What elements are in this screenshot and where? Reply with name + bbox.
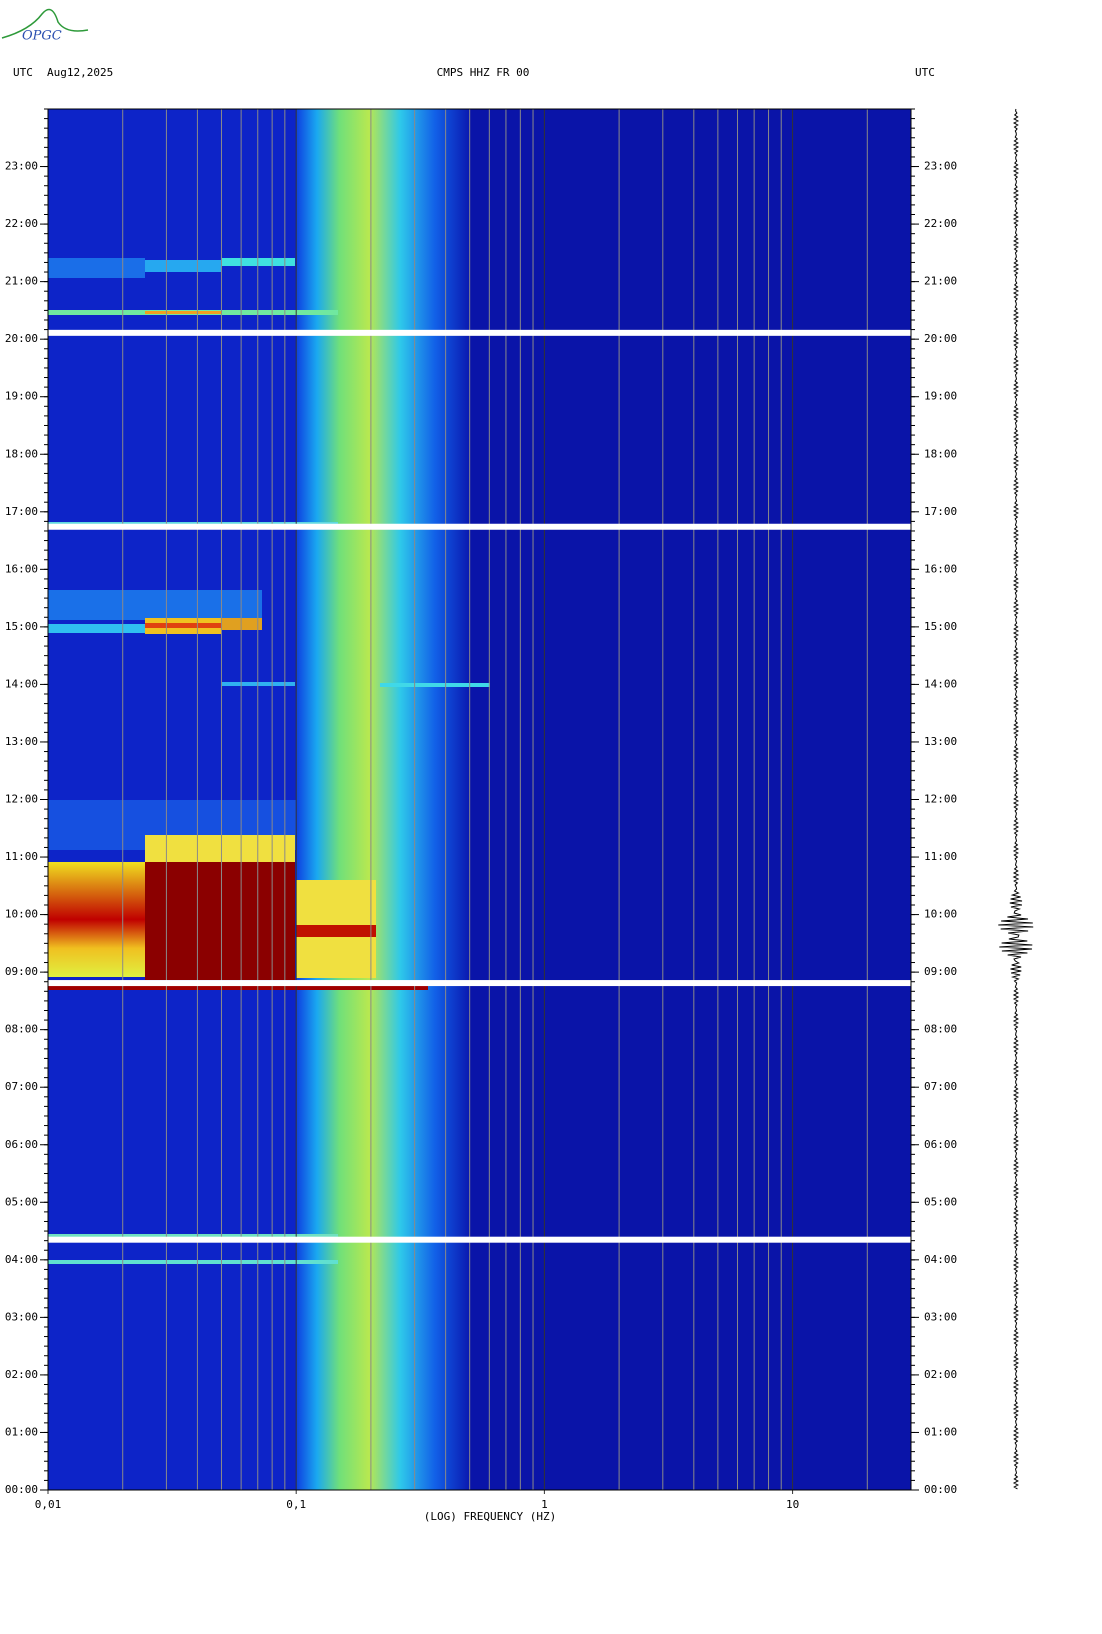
event-energy	[48, 1260, 338, 1264]
y-tick-label: 08:00	[5, 1023, 38, 1036]
y-tick-label: 09:00	[5, 965, 38, 978]
event-energy	[48, 590, 262, 620]
x-tick-label: 10	[786, 1498, 799, 1511]
y-tick-label: 20:00	[5, 332, 38, 345]
y-tick-label: 14:00	[5, 677, 38, 690]
event-energy	[380, 683, 490, 687]
y-tick-label: 13:00	[5, 735, 38, 748]
time-zone-right: UTC	[915, 66, 935, 79]
seismogram-trace	[998, 108, 1034, 1490]
y-tick-label: 06:00	[5, 1138, 38, 1151]
y-tick-label: 22:00	[5, 217, 38, 230]
chart-title: CMPS HHZ FR 00	[437, 66, 530, 79]
y-tick-label-right: 02:00	[924, 1368, 957, 1381]
y-tick-label-right: 20:00	[924, 332, 957, 345]
y-tick-label-right: 10:00	[924, 908, 957, 921]
date: Aug12,2025	[47, 66, 113, 79]
x-tick-label: 1	[541, 1498, 548, 1511]
x-tick-label: 0,1	[286, 1498, 306, 1511]
logo-mark	[1, 8, 89, 39]
event-energy	[145, 311, 221, 314]
y-tick-label: 03:00	[5, 1310, 38, 1323]
event-energy	[48, 985, 428, 990]
microseism-band	[296, 109, 470, 1490]
y-tick-label: 05:00	[5, 1195, 38, 1208]
axes: 0,01 0,1 1 10 00:00 00:00 01:00 01:00 02:00 02:00…	[5, 108, 957, 1511]
spectrogram-image	[48, 109, 911, 1490]
event-energy	[48, 624, 145, 633]
y-tick-label-right: 15:00	[924, 620, 957, 633]
y-tick-label-right: 01:00	[924, 1425, 957, 1438]
y-tick-label: 02:00	[5, 1368, 38, 1381]
event-energy	[48, 258, 145, 278]
y-tick-label: 07:00	[5, 1080, 38, 1093]
y-tick-label-right: 03:00	[924, 1310, 957, 1323]
y-tick-label: 19:00	[5, 390, 38, 403]
y-tick-label: 00:00	[5, 1483, 38, 1496]
y-tick-label: 18:00	[5, 447, 38, 460]
y-tick-label-right: 12:00	[924, 793, 957, 806]
y-tick-label: 10:00	[5, 908, 38, 921]
event-energy	[48, 1234, 338, 1238]
y-tick-label-right: 17:00	[924, 505, 957, 518]
event-energy	[145, 835, 295, 865]
logo-text: OPGC	[22, 29, 62, 44]
gaps	[48, 329, 911, 1243]
y-tick-label-right: 06:00	[924, 1138, 957, 1151]
y-tick-label: 17:00	[5, 505, 38, 518]
y-tick-label-right: 19:00	[924, 390, 957, 403]
logo: OPGC	[1, 8, 89, 44]
data-gap	[48, 523, 911, 530]
y-tick-label-right: 16:00	[924, 562, 957, 575]
event-energy	[145, 862, 295, 980]
y-tick-label-right: 13:00	[924, 735, 957, 748]
event-energy	[48, 522, 338, 525]
x-tick-label: 0,01	[35, 1498, 62, 1511]
y-tick-label-right: 14:00	[924, 677, 957, 690]
y-tick-label-right: 04:00	[924, 1253, 957, 1266]
y-tick-label: 21:00	[5, 275, 38, 288]
x-axis-label: (LOG) FREQUENCY (HZ)	[424, 1510, 556, 1523]
y-tick-label: 01:00	[5, 1425, 38, 1438]
y-tick-label: 11:00	[5, 850, 38, 863]
y-tick-label-right: 09:00	[924, 965, 957, 978]
event-energy	[296, 925, 376, 937]
low-frequency-energy	[48, 109, 296, 1490]
y-tick-label-right: 23:00	[924, 160, 957, 173]
grid	[47, 109, 868, 1494]
y-tick-label-right: 00:00	[924, 1483, 957, 1496]
y-tick-label-right: 22:00	[924, 217, 957, 230]
y-tick-label-right: 05:00	[924, 1195, 957, 1208]
data-gap	[48, 329, 911, 336]
y-tick-label-right: 08:00	[924, 1023, 957, 1036]
y-tick-label-right: 21:00	[924, 275, 957, 288]
y-tick-label: 16:00	[5, 562, 38, 575]
y-tick-label-right: 07:00	[924, 1080, 957, 1093]
event-energy	[145, 260, 221, 272]
y-tick-label: 23:00	[5, 160, 38, 173]
event-energy	[145, 623, 221, 628]
y-tick-label-right: 18:00	[924, 447, 957, 460]
y-tick-label: 04:00	[5, 1253, 38, 1266]
y-tick-label: 12:00	[5, 793, 38, 806]
time-zone-left: UTC	[13, 66, 33, 79]
event-energy	[48, 862, 145, 977]
data-gap	[48, 980, 911, 987]
y-tick-label: 15:00	[5, 620, 38, 633]
y-tick-label-right: 11:00	[924, 850, 957, 863]
data-gap	[48, 1236, 911, 1243]
